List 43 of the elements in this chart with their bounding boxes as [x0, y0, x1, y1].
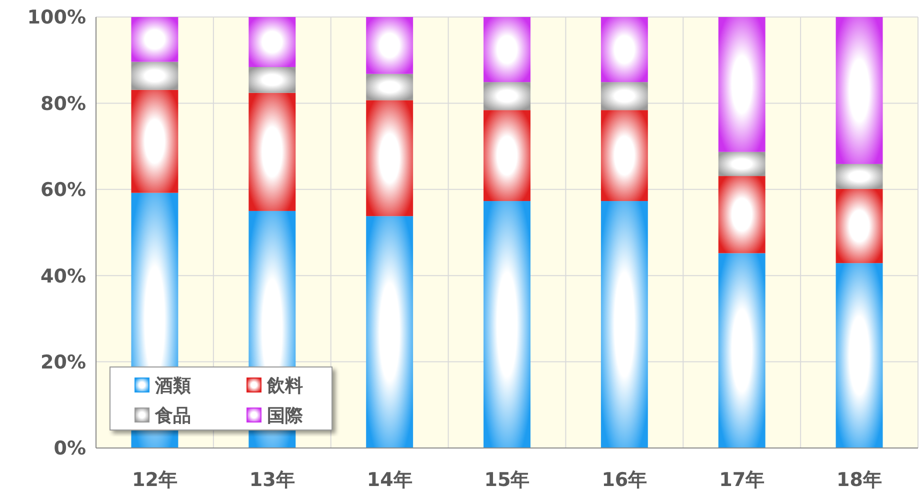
bar [131, 62, 178, 90]
bar [836, 17, 883, 164]
bar [366, 100, 414, 216]
bar [836, 188, 883, 264]
bar [366, 74, 414, 100]
bar [484, 110, 530, 202]
legend-label: 酒類 [154, 375, 191, 396]
bar [366, 17, 414, 74]
bar [131, 17, 178, 62]
bar [366, 216, 414, 448]
bar [836, 164, 883, 189]
legend-label: 食品 [154, 405, 191, 426]
bar [131, 90, 178, 193]
bar [718, 253, 766, 448]
bar [248, 66, 296, 93]
x-tick-label: 17年 [719, 469, 765, 491]
bar [718, 17, 766, 152]
x-tick-label: 12年 [132, 469, 178, 491]
bar [600, 82, 648, 110]
x-tick-label: 13年 [249, 469, 295, 491]
x-tick-label: 18年 [836, 469, 882, 491]
x-tick-label: 16年 [602, 469, 648, 491]
y-tick-label: 80% [40, 92, 86, 115]
x-tick-label: 15年 [484, 469, 530, 491]
bar [484, 17, 530, 82]
bar [600, 201, 648, 448]
bar [718, 152, 766, 176]
y-tick-label: 100% [27, 6, 86, 29]
legend-label: 飲料 [266, 375, 303, 396]
bar [718, 176, 766, 254]
legend-label: 国際 [267, 405, 304, 426]
y-tick-label: 20% [40, 351, 86, 374]
bar [836, 263, 883, 448]
y-tick-label: 40% [40, 265, 86, 288]
y-tick-label: 60% [40, 179, 86, 202]
bar [484, 201, 530, 448]
bar [484, 82, 530, 110]
bar [248, 92, 296, 211]
bar [248, 17, 296, 67]
y-tick-label: 0% [54, 438, 86, 460]
x-tick-label: 14年 [366, 469, 412, 491]
bar [600, 110, 648, 202]
bar [600, 17, 648, 82]
